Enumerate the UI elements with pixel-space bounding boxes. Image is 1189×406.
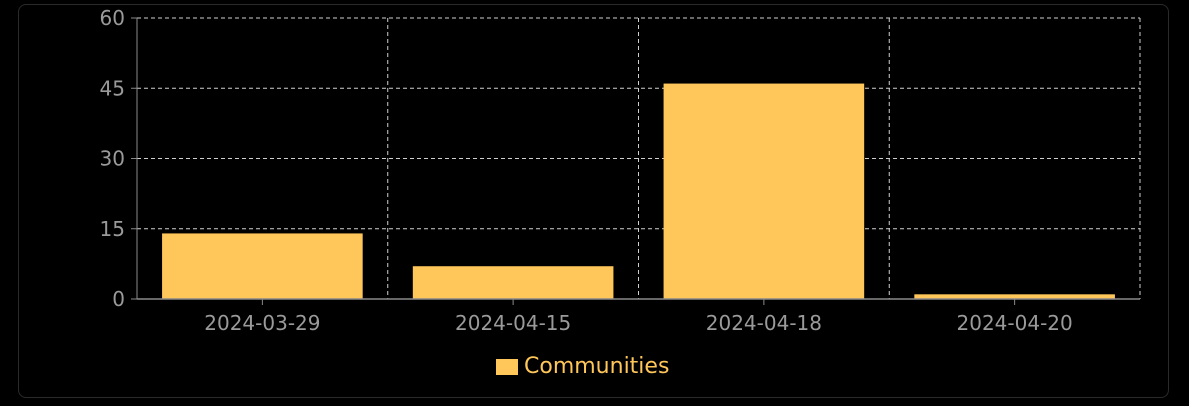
bars bbox=[162, 83, 1115, 299]
y-tick-labels: 0 15 30 45 60 bbox=[100, 6, 125, 311]
legend-label: Communities bbox=[524, 354, 670, 379]
bar-2024-03-29 bbox=[162, 233, 363, 299]
bar-2024-04-15 bbox=[412, 266, 614, 299]
chart-panel bbox=[18, 4, 1169, 398]
y-tick-label: 15 bbox=[100, 217, 125, 241]
x-tick-label: 2024-04-18 bbox=[706, 311, 822, 335]
legend-swatch bbox=[496, 358, 518, 375]
x-tick-labels: 2024-03-29 2024-04-15 2024-04-18 2024-04-20 bbox=[204, 311, 1072, 335]
x-tick-label: 2024-04-20 bbox=[957, 311, 1073, 335]
legend[interactable]: Communities bbox=[496, 354, 669, 379]
y-tick-label: 45 bbox=[100, 76, 125, 100]
x-tick-label: 2024-03-29 bbox=[204, 311, 320, 335]
bar-2024-04-18 bbox=[663, 83, 865, 299]
y-tick-label: 60 bbox=[100, 6, 125, 30]
bar-2024-04-20 bbox=[914, 294, 1115, 299]
x-tick-label: 2024-04-15 bbox=[455, 311, 571, 335]
y-tick-label: 0 bbox=[112, 287, 125, 311]
y-tick-label: 30 bbox=[100, 147, 125, 171]
axes bbox=[131, 17, 1140, 305]
